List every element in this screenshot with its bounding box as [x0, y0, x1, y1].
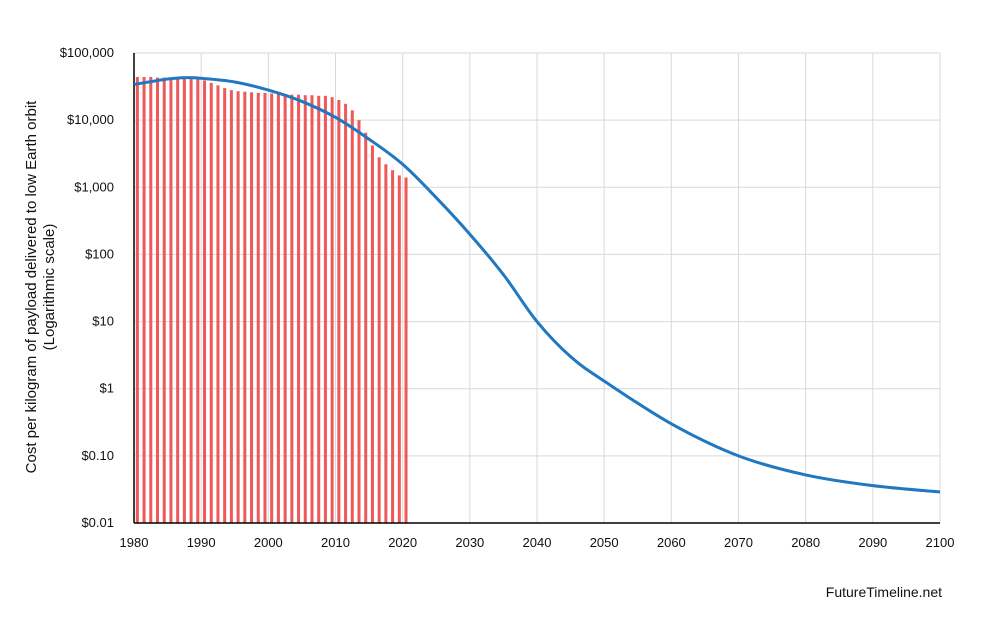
bar	[384, 164, 388, 523]
bar	[270, 93, 274, 524]
bar	[182, 78, 186, 524]
bar	[223, 88, 227, 523]
bar	[162, 77, 166, 523]
y-tick-label: $1	[100, 381, 114, 396]
bar	[350, 110, 354, 523]
bar	[404, 177, 408, 524]
bar	[236, 91, 240, 523]
bar	[377, 157, 381, 523]
x-tick-label: 2030	[455, 535, 484, 550]
bar	[176, 78, 180, 524]
bar	[310, 95, 314, 523]
bar	[323, 95, 327, 524]
bar	[357, 120, 361, 524]
bar	[209, 82, 213, 524]
bar	[303, 95, 307, 523]
bar	[155, 77, 160, 523]
x-tick-label: 2080	[791, 535, 820, 550]
bar	[276, 94, 280, 524]
bar	[169, 78, 173, 524]
bar	[229, 90, 233, 524]
trend-line	[133, 76, 941, 494]
x-tick-labels: 1980 1990 2000 2010 2020 2030 2040 2050 2060 2070…	[120, 535, 955, 550]
bar	[189, 78, 193, 524]
y-axis-label: Cost per kilogram of payload delivered t…	[23, 100, 40, 474]
y-axis-label-note: (Logarithmic scale)	[41, 224, 58, 351]
x-tick-label: 1990	[187, 535, 216, 550]
x-tick-label: 2040	[523, 535, 552, 550]
bar	[203, 80, 207, 523]
bar	[263, 92, 267, 523]
bar	[250, 92, 254, 523]
x-tick-label: 2020	[388, 535, 417, 550]
x-tick-label: 1980	[120, 535, 149, 550]
bar	[297, 94, 301, 524]
y-tick-label: $100,000	[60, 45, 114, 60]
y-tick-label: $1,000	[74, 179, 114, 194]
bar	[135, 76, 139, 523]
bar	[317, 95, 321, 524]
bar	[142, 76, 146, 523]
bar	[391, 170, 395, 523]
bar	[256, 92, 260, 523]
bar-series	[135, 76, 408, 524]
x-tick-label: 2090	[858, 535, 887, 550]
bar	[397, 175, 401, 523]
bar	[290, 94, 294, 524]
x-tick-label: 2070	[724, 535, 753, 550]
bar	[216, 85, 220, 524]
bar	[370, 145, 374, 524]
x-tick-label: 2010	[321, 535, 350, 550]
y-tick-labels: $100,000 $10,000 $1,000 $100 $10 $1 $0.10 $0.01	[60, 45, 114, 530]
bar	[283, 94, 287, 524]
y-tick-label: $0.10	[81, 448, 114, 463]
bar	[364, 132, 368, 523]
x-tick-label: 2060	[657, 535, 686, 550]
credit-text: FutureTimeline.net	[825, 584, 942, 600]
x-tick-label: 2100	[926, 535, 955, 550]
axes	[133, 53, 940, 524]
bar	[149, 76, 153, 523]
bar	[337, 99, 341, 523]
grid-lines	[133, 52, 941, 524]
x-tick-label: 2000	[254, 535, 283, 550]
y-tick-label: $0.01	[81, 515, 114, 530]
y-tick-label: $100	[85, 246, 114, 261]
bar	[196, 78, 200, 524]
y-tick-label: $10,000	[67, 112, 114, 127]
y-tick-label: $10	[92, 314, 114, 329]
bar	[344, 103, 348, 523]
bar	[330, 97, 334, 524]
x-tick-label: 2050	[590, 535, 619, 550]
bar	[243, 91, 247, 524]
